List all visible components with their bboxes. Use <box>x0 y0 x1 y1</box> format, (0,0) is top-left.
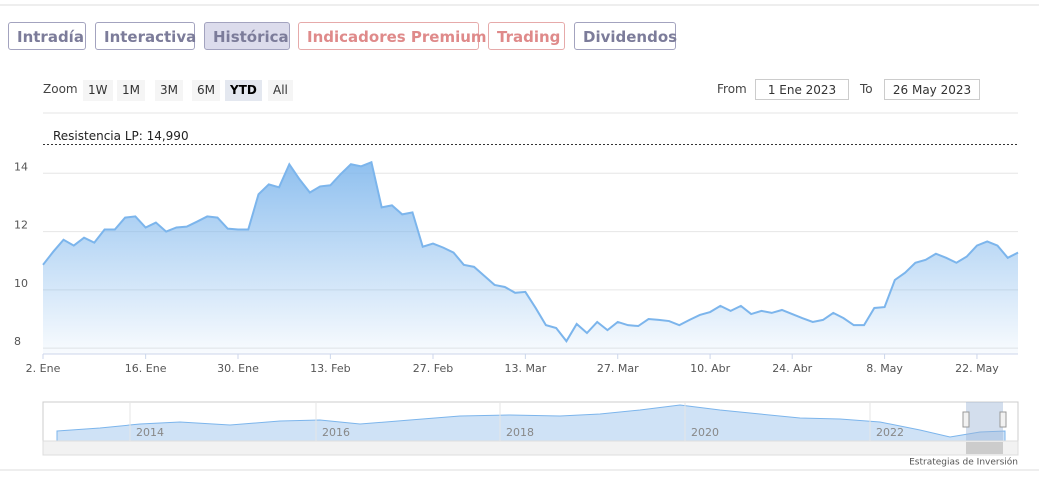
tab[interactable]: Trading <box>488 22 565 50</box>
zoom-button[interactable]: 1M <box>117 80 145 101</box>
x-tick-label: 13. Mar <box>504 362 546 375</box>
navigator-mask <box>966 402 1003 441</box>
zoom-button[interactable]: 1W <box>83 80 113 101</box>
annotation: Resistencia LP: 14,990 <box>53 129 189 143</box>
tab[interactable]: Intradía <box>8 22 86 50</box>
navigator-labels: 2014 2016 2018 2020 2022 <box>129 402 904 441</box>
scrollbar-thumb[interactable] <box>966 442 1003 454</box>
y-tick-label: 12 <box>14 219 28 232</box>
y-tick-label: 8 <box>14 335 21 348</box>
line <box>42 160 1019 343</box>
navigator-label: 2018 <box>506 426 534 439</box>
scrollbar[interactable] <box>42 440 1019 456</box>
x-tick-label: 16. Ene <box>125 362 167 375</box>
area <box>43 162 1018 354</box>
navigator-label: 2022 <box>876 426 904 439</box>
zoom-button[interactable]: 3M <box>155 80 183 101</box>
navigator-series <box>56 404 1006 442</box>
tab[interactable]: Interactiva <box>95 22 196 50</box>
navigator-handle[interactable] <box>999 411 1007 428</box>
x-tick-label: 27. Mar <box>597 362 639 375</box>
zoom-button[interactable]: 6M <box>192 80 220 101</box>
y-tick-label: 14 <box>14 160 28 173</box>
tab[interactable]: Dividendos <box>574 22 677 50</box>
credit: Estrategias de Inversión <box>909 457 1018 468</box>
navigator-label: 2014 <box>136 426 164 439</box>
navigator-label: 2016 <box>322 426 350 439</box>
x-tick-label: 13. Feb <box>310 362 350 375</box>
x-tick-label: 10. Abr <box>690 362 730 375</box>
from-input[interactable]: 1 Ene 2023 <box>755 79 849 100</box>
x-tick-label: 8. May <box>866 362 903 375</box>
y-tick-label: 10 <box>14 277 28 290</box>
zoom-button[interactable]: YTD <box>225 80 262 101</box>
x-tick-label: 2. Ene <box>26 362 61 375</box>
x-tick-label: 24. Abr <box>772 362 812 375</box>
x-tick-label: 22. May <box>955 362 999 375</box>
zoom-button[interactable]: All <box>268 80 293 101</box>
to-label: To <box>860 82 873 96</box>
x-tick-label: 27. Feb <box>413 362 453 375</box>
tab[interactable]: Histórica <box>204 22 290 50</box>
zoom-label: Zoom <box>43 82 78 96</box>
to-input[interactable]: 26 May 2023 <box>884 79 980 100</box>
x-tick-label: 30. Ene <box>217 362 259 375</box>
tab[interactable]: Indicadores Premium <box>298 22 487 50</box>
navigator-label: 2020 <box>691 426 719 439</box>
navigator-handle[interactable] <box>962 411 970 428</box>
from-label: From <box>717 82 747 96</box>
